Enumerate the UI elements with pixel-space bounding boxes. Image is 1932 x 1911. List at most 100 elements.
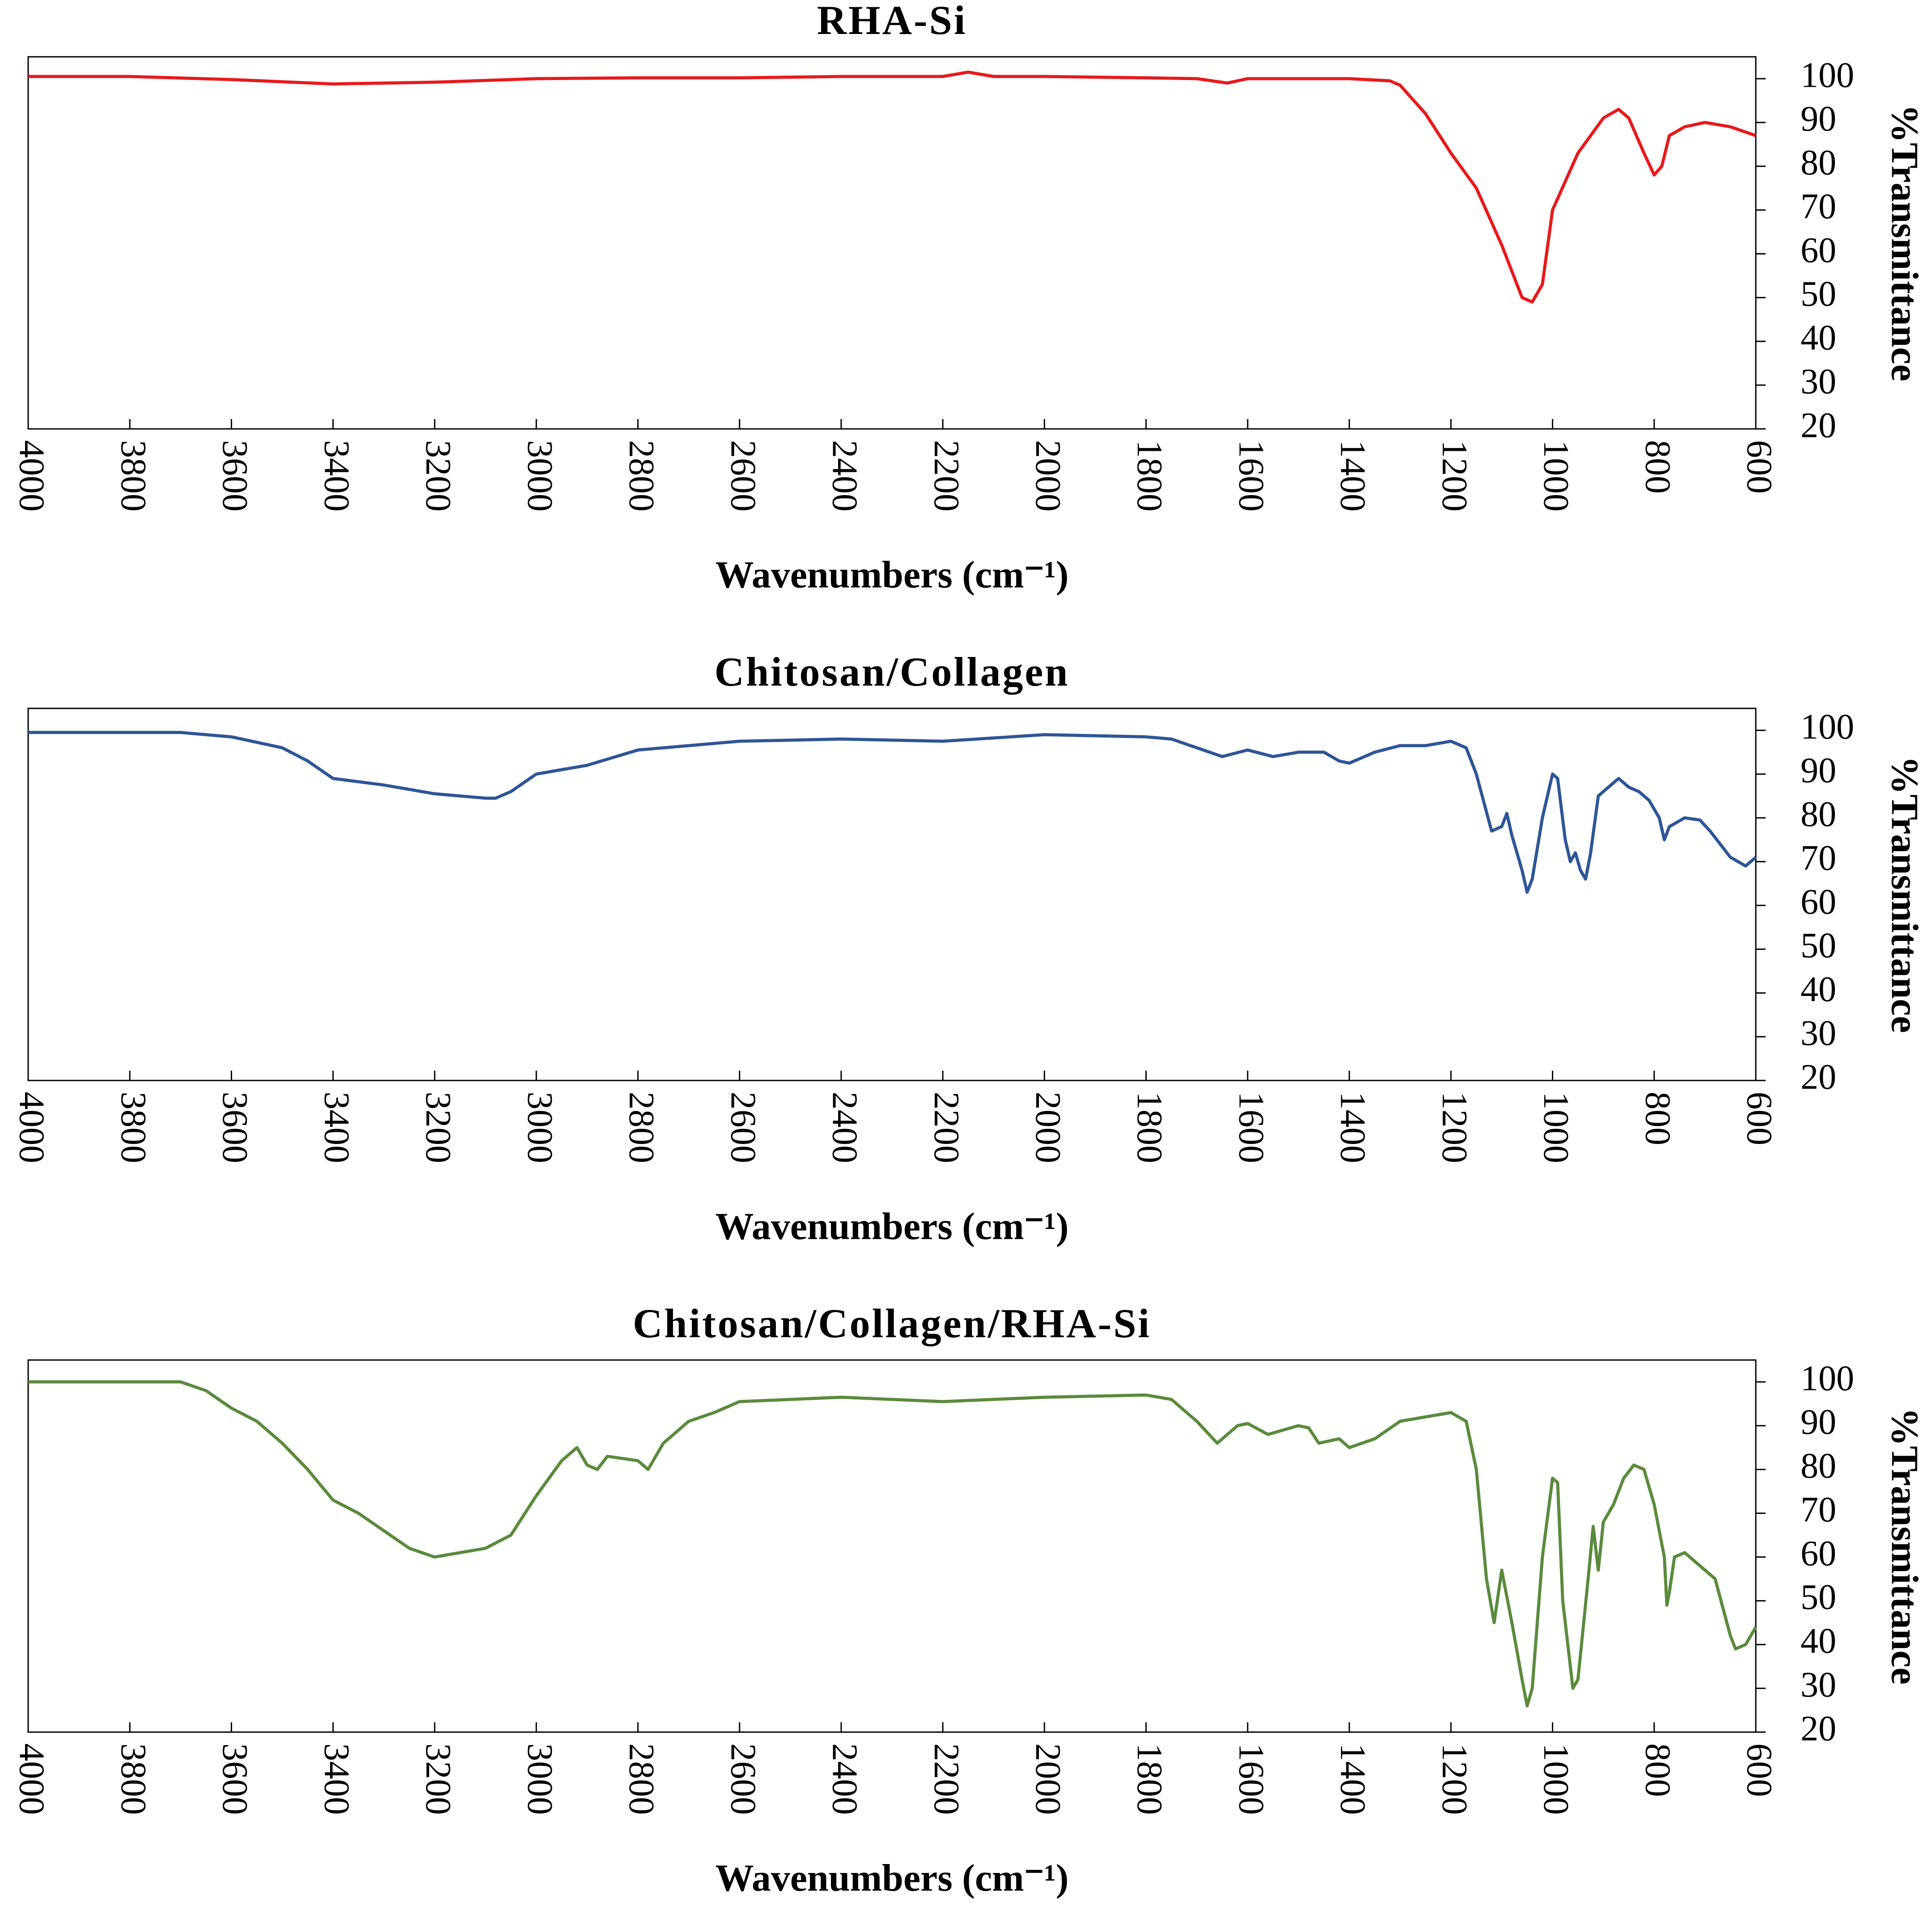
x-tick-label: 3800 [114, 440, 153, 512]
x-tick-label: 3800 [114, 1743, 153, 1815]
x-tick-label: 3000 [520, 1092, 559, 1163]
x-tick-label: 4000 [12, 1743, 51, 1815]
x-tick-label: 1200 [1435, 1743, 1474, 1815]
y-axis-label: %Transmittance [1883, 1407, 1926, 1684]
x-tick-label: 1600 [1231, 440, 1271, 512]
x-tick-label: 2000 [1028, 1092, 1068, 1163]
x-tick-label: 4000 [12, 1092, 51, 1163]
x-tick-label: 2200 [927, 1092, 966, 1163]
x-tick-label: 3400 [317, 440, 356, 512]
x-tick-label: 3400 [317, 1092, 356, 1163]
x-tick-label: 1200 [1435, 1092, 1474, 1163]
y-tick-label: 30 [1801, 1013, 1836, 1053]
y-tick-label: 70 [1801, 1490, 1836, 1530]
y-tick-label: 20 [1801, 406, 1836, 445]
chart-title: Chitosan/Collagen/RHA-Si [633, 1301, 1151, 1346]
x-tick-label: 2800 [622, 1092, 661, 1163]
x-tick-label: 1000 [1536, 1743, 1576, 1815]
x-tick-label: 3000 [520, 440, 559, 512]
y-tick-label: 50 [1801, 926, 1836, 966]
y-tick-label: 60 [1801, 231, 1836, 270]
x-tick-label: 800 [1638, 1092, 1677, 1145]
x-tick-label: 1000 [1536, 1092, 1576, 1163]
x-tick-label: 3200 [419, 1743, 458, 1815]
y-tick-label: 20 [1801, 1709, 1836, 1748]
y-axis-label: %Transmittance [1883, 104, 1926, 381]
chart-title: Chitosan/Collagen [715, 649, 1070, 695]
x-tick-label: 2600 [723, 440, 763, 512]
x-tick-label: 600 [1740, 440, 1779, 494]
x-tick-label: 3600 [215, 1092, 254, 1163]
x-tick-label: 800 [1638, 440, 1677, 494]
x-tick-label: 2400 [825, 1743, 864, 1815]
y-tick-label: 100 [1801, 55, 1854, 95]
x-tick-label: 1800 [1130, 440, 1169, 512]
plot-frame [27, 56, 1757, 430]
y-tick-label: 30 [1801, 1665, 1836, 1704]
chart-title: RHA-Si [817, 0, 967, 43]
y-tick-label: 40 [1801, 318, 1836, 358]
spectrum-line [28, 1380, 1758, 1708]
y-tick-label: 40 [1801, 970, 1836, 1009]
x-tick-label: 3000 [520, 1743, 559, 1815]
x-tick-label: 3200 [419, 440, 458, 512]
x-tick-label: 600 [1740, 1743, 1779, 1797]
x-tick-label: 1400 [1333, 1743, 1373, 1815]
x-tick-label: 2200 [927, 1743, 966, 1815]
x-tick-label: 1200 [1435, 440, 1474, 512]
x-tick-label: 3600 [215, 1743, 254, 1815]
y-tick-label: 90 [1801, 751, 1836, 790]
x-tick-label: 2200 [927, 440, 966, 512]
x-tick-label: 2800 [622, 1743, 661, 1815]
y-tick-label: 40 [1801, 1622, 1836, 1661]
x-tick-label: 1600 [1231, 1743, 1271, 1815]
y-tick-label: 60 [1801, 1534, 1836, 1573]
x-tick-label: 800 [1638, 1743, 1677, 1797]
x-tick-label: 3600 [215, 440, 254, 512]
x-tick-label: 1400 [1333, 1092, 1373, 1163]
x-tick-label: 2600 [723, 1743, 763, 1815]
y-tick-label: 50 [1801, 275, 1836, 314]
x-tick-label: 1800 [1130, 1743, 1169, 1815]
x-tick-label: 2000 [1028, 440, 1068, 512]
panel: RHA-Si 4000 3800 3600 3400 3200 3000 2800 2600 24… [12, 0, 1927, 596]
x-tick-label: 2000 [1028, 1743, 1068, 1815]
y-tick-label: 70 [1801, 839, 1836, 878]
y-tick-label: 90 [1801, 1403, 1836, 1442]
y-tick-label: 80 [1801, 1446, 1836, 1486]
y-tick-label: 20 [1801, 1057, 1836, 1097]
y-tick-label: 100 [1801, 1359, 1854, 1398]
y-tick-label: 70 [1801, 187, 1836, 226]
x-tick-label: 3800 [114, 1092, 153, 1163]
x-tick-label: 3200 [419, 1092, 458, 1163]
plot-frame [27, 1359, 1757, 1733]
x-tick-label: 1600 [1231, 1092, 1271, 1163]
x-tick-label: 1400 [1333, 440, 1373, 512]
x-axis-label: Wavenumbers (cm⁻¹) [715, 1205, 1068, 1248]
x-tick-label: 3400 [317, 1743, 356, 1815]
y-tick-label: 80 [1801, 795, 1836, 834]
y-tick-label: 30 [1801, 362, 1836, 401]
x-tick-label: 2400 [825, 1092, 864, 1163]
y-tick-label: 60 [1801, 882, 1836, 922]
plot-frame [27, 708, 1757, 1081]
x-axis-label: Wavenumbers (cm⁻¹) [715, 553, 1068, 596]
panel: Chitosan/Collagen/RHA-Si 4000 3800 3600 3400… [12, 1301, 1927, 1899]
y-axis-label: %Transmittance [1883, 756, 1926, 1033]
spectrum-line [28, 70, 1757, 304]
x-tick-label: 1800 [1130, 1092, 1169, 1163]
x-tick-label: 2600 [723, 1092, 763, 1163]
x-tick-label: 600 [1740, 1092, 1779, 1145]
x-axis-label: Wavenumbers (cm⁻¹) [715, 1856, 1068, 1899]
x-tick-label: 4000 [12, 440, 51, 512]
spectrum-line [28, 731, 1757, 894]
y-tick-label: 50 [1801, 1578, 1836, 1617]
y-tick-label: 100 [1801, 707, 1854, 746]
y-tick-label: 80 [1801, 143, 1836, 182]
x-tick-label: 2800 [622, 440, 661, 512]
y-tick-label: 90 [1801, 99, 1836, 139]
x-tick-label: 1000 [1536, 440, 1576, 512]
panel: Chitosan/Collagen 4000 3800 3600 3400 3200 300… [12, 649, 1927, 1248]
x-tick-label: 2400 [825, 440, 864, 512]
